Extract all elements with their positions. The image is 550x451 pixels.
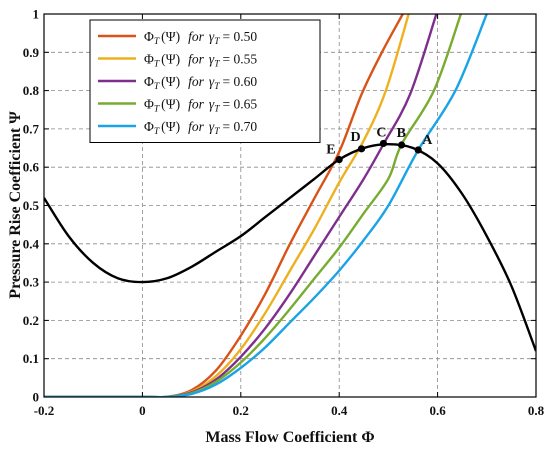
y-tick-label: 0.8: [23, 83, 40, 98]
operating-points: A BC DE: [326, 125, 433, 164]
point-label-b: B: [397, 126, 406, 141]
y-tick-label: 0.6: [23, 160, 40, 175]
legend-label-1: ΦT (Ψ) for γT = 0.50: [144, 29, 257, 47]
x-tick-label: 0.6: [429, 403, 446, 418]
compressor-characteristic-line: [44, 143, 536, 352]
y-tick-label: 0.9: [23, 45, 40, 60]
x-tick-label: -0.2: [34, 403, 55, 418]
point-d: [357, 145, 366, 153]
point-label-c: C: [376, 125, 386, 140]
point-label-e: E: [326, 143, 335, 158]
x-tick-label: 0.4: [331, 403, 348, 418]
x-axis-label: Mass Flow Coefficient Φ: [205, 429, 374, 446]
y-tick-label: 0.7: [23, 121, 40, 136]
point-label-a: A: [422, 133, 433, 148]
point-label-d: D: [350, 130, 360, 145]
y-tick-label: 0.2: [23, 313, 39, 328]
x-tick-label: 0: [139, 403, 146, 418]
point-c: [379, 139, 388, 148]
y-tick-label: 0.1: [23, 351, 39, 366]
y-tick-label: 0.5: [23, 198, 40, 213]
point-e: [335, 155, 343, 164]
y-axis-label: Pressure Rise Coefficient Ψ: [7, 111, 24, 299]
legend: ΦT (Ψ) for γT = 0.50 ΦT (Ψ) for γT = 0.55 ΦT (Ψ) for…: [89, 19, 321, 143]
legend-label-5: ΦT (Ψ) for γT = 0.70: [144, 119, 257, 137]
point-b: [397, 141, 406, 149]
legend-label-2: ΦT (Ψ) for γT = 0.55: [144, 52, 257, 70]
y-tick-label: 0.4: [23, 236, 40, 251]
y-tick-label: 0.3: [23, 275, 40, 290]
x-tick-label: 0.2: [233, 403, 249, 418]
legend-label-3: ΦT (Ψ) for γT = 0.60: [144, 74, 257, 92]
legend-label-4: ΦT (Ψ) for γT = 0.65: [144, 97, 257, 115]
y-tick-label: 1: [33, 7, 40, 22]
x-tick-label: 0.8: [528, 403, 545, 418]
point-a: [414, 146, 422, 154]
series-line-1: [44, 14, 404, 397]
y-tick-label: 0: [33, 390, 40, 405]
axis-ticks: -0.2 0 0.2 0.4 0.6 0.800.10.20.30.40.50.60.70…: [23, 7, 545, 419]
